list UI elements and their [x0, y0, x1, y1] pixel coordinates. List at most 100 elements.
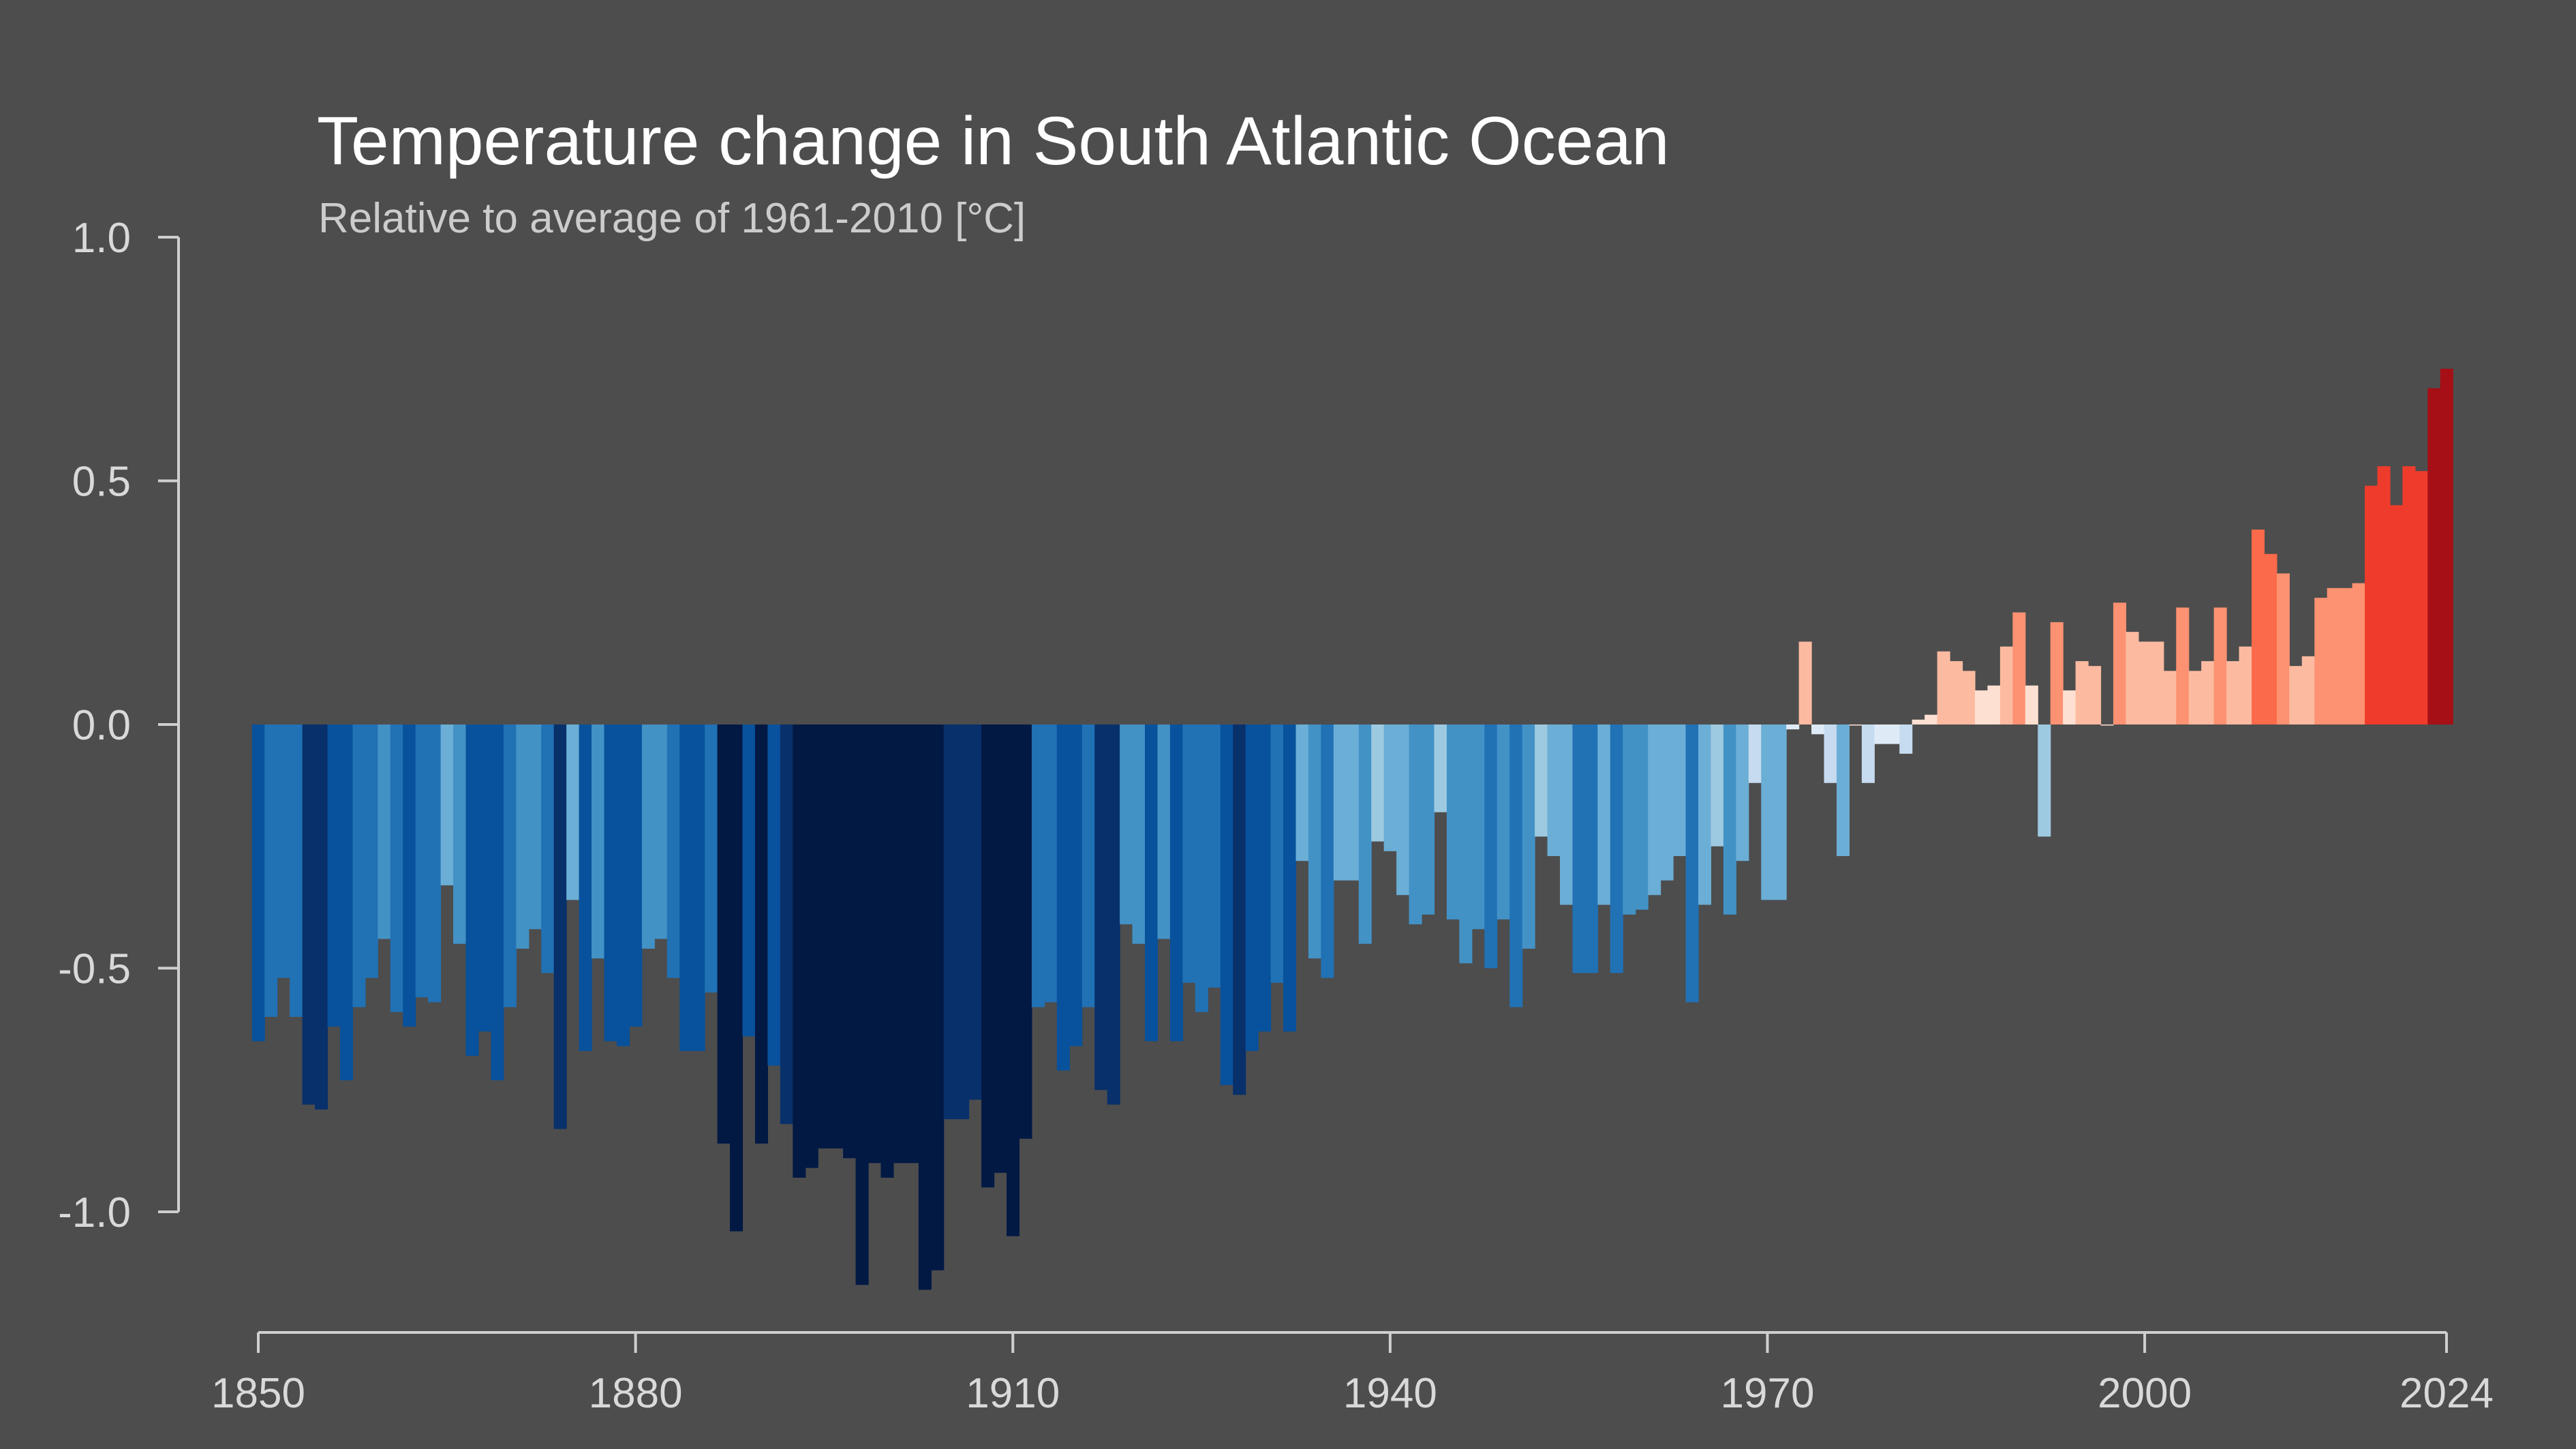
- bar-2021: [2402, 466, 2416, 724]
- bar-1877: [592, 724, 605, 959]
- bar-2018: [2365, 485, 2378, 724]
- bar-1944: [1434, 724, 1447, 812]
- bar-1853: [290, 724, 303, 1017]
- bar-2011: [2276, 573, 2290, 724]
- bar-1881: [641, 724, 655, 949]
- bar-2014: [2314, 598, 2328, 724]
- bar-1897: [843, 724, 857, 1159]
- bar-1922: [1157, 724, 1171, 939]
- bar-1947: [1471, 724, 1485, 930]
- bar-1974: [1811, 724, 1825, 735]
- bar-1896: [830, 724, 844, 1149]
- y-tick-label: -1.0: [58, 1189, 131, 1236]
- bar-1868: [478, 724, 491, 1032]
- bar-1984: [1937, 651, 1950, 724]
- bar-1969: [1748, 724, 1762, 783]
- bar-2024: [2440, 369, 2453, 724]
- bar-1958: [1610, 724, 1623, 973]
- bar-2009: [2251, 530, 2265, 724]
- bar-1952: [1535, 724, 1548, 837]
- bar-1888: [730, 724, 743, 1232]
- bar-1907: [968, 724, 982, 1100]
- bar-1873: [541, 724, 555, 973]
- bar-1858: [352, 724, 366, 1007]
- bar-1937: [1346, 724, 1360, 881]
- bar-1869: [491, 724, 504, 1080]
- bar-1855: [315, 724, 328, 1110]
- x-tick-label: 1880: [589, 1370, 683, 1417]
- bar-1850: [251, 724, 265, 1041]
- bar-1987: [1974, 690, 1989, 724]
- bar-1986: [1962, 671, 1976, 724]
- bar-1909: [994, 724, 1007, 1173]
- bar-1894: [805, 724, 818, 1168]
- bar-1942: [1409, 724, 1422, 925]
- bar-1933: [1295, 724, 1309, 861]
- bar-1866: [453, 724, 467, 944]
- bar-1874: [553, 724, 567, 1129]
- bar-1851: [264, 724, 278, 1017]
- bar-2022: [2414, 471, 2428, 724]
- bar-2001: [2151, 641, 2164, 724]
- bar-1886: [705, 724, 718, 993]
- bar-1872: [528, 724, 542, 930]
- bar-1857: [339, 724, 353, 1080]
- bar-1945: [1446, 724, 1460, 919]
- bar-1932: [1283, 724, 1297, 1032]
- bar-1995: [2075, 661, 2089, 724]
- x-tick-label: 1850: [211, 1370, 305, 1417]
- bar-1961: [1648, 724, 1661, 896]
- bar-1916: [1082, 724, 1095, 1007]
- bar-1867: [465, 724, 479, 1056]
- bar-1919: [1120, 724, 1133, 925]
- bar-1862: [403, 724, 416, 1027]
- bar-1990: [2012, 612, 2026, 724]
- bar-1978: [1861, 724, 1875, 783]
- bar-1931: [1270, 724, 1284, 983]
- bar-1965: [1698, 724, 1712, 905]
- bar-1880: [629, 724, 643, 1027]
- bar-1938: [1358, 724, 1372, 944]
- bar-1966: [1711, 724, 1724, 846]
- bar-1951: [1522, 724, 1535, 949]
- bar-1889: [742, 724, 756, 1037]
- bar-1968: [1736, 724, 1749, 861]
- bar-1929: [1245, 724, 1259, 1052]
- bar-1914: [1056, 724, 1070, 1071]
- bar-1988: [1987, 685, 2001, 724]
- y-tick-label: -0.5: [58, 946, 131, 993]
- bar-2010: [2264, 553, 2278, 724]
- bar-1854: [302, 724, 316, 1105]
- bar-1980: [1886, 724, 1900, 744]
- bar-1925: [1195, 724, 1208, 1012]
- bar-1882: [654, 724, 668, 939]
- bar-2016: [2340, 588, 2353, 724]
- bar-1859: [365, 724, 378, 978]
- bar-1975: [1824, 724, 1837, 783]
- bar-1935: [1321, 724, 1334, 978]
- bar-1979: [1874, 724, 1888, 744]
- x-tick-label: 1910: [966, 1370, 1060, 1417]
- bar-1996: [2088, 666, 2102, 724]
- x-tick-label: 1970: [1721, 1370, 1815, 1417]
- y-axis: 1.0 0.5 0.0 -0.5 -1.0: [58, 215, 180, 1236]
- bar-1991: [2025, 685, 2038, 724]
- bar-1936: [1333, 724, 1347, 881]
- bar-1902: [906, 724, 919, 1163]
- bar-1912: [1031, 724, 1045, 1007]
- bar-1891: [767, 724, 781, 1066]
- bar-1915: [1069, 724, 1083, 1046]
- bar-1900: [880, 724, 894, 1178]
- bar-2019: [2377, 466, 2391, 724]
- bar-1901: [893, 724, 906, 1163]
- bar-1985: [1950, 661, 1963, 724]
- bar-1893: [793, 724, 806, 1178]
- bar-1967: [1723, 724, 1736, 915]
- bar-1910: [1007, 724, 1020, 1236]
- bar-1920: [1132, 724, 1146, 944]
- bar-2015: [2327, 588, 2340, 724]
- y-tick-label: 0.5: [72, 459, 131, 506]
- bar-1917: [1094, 724, 1108, 1090]
- bar-1856: [327, 724, 341, 1027]
- bar-1903: [918, 724, 932, 1290]
